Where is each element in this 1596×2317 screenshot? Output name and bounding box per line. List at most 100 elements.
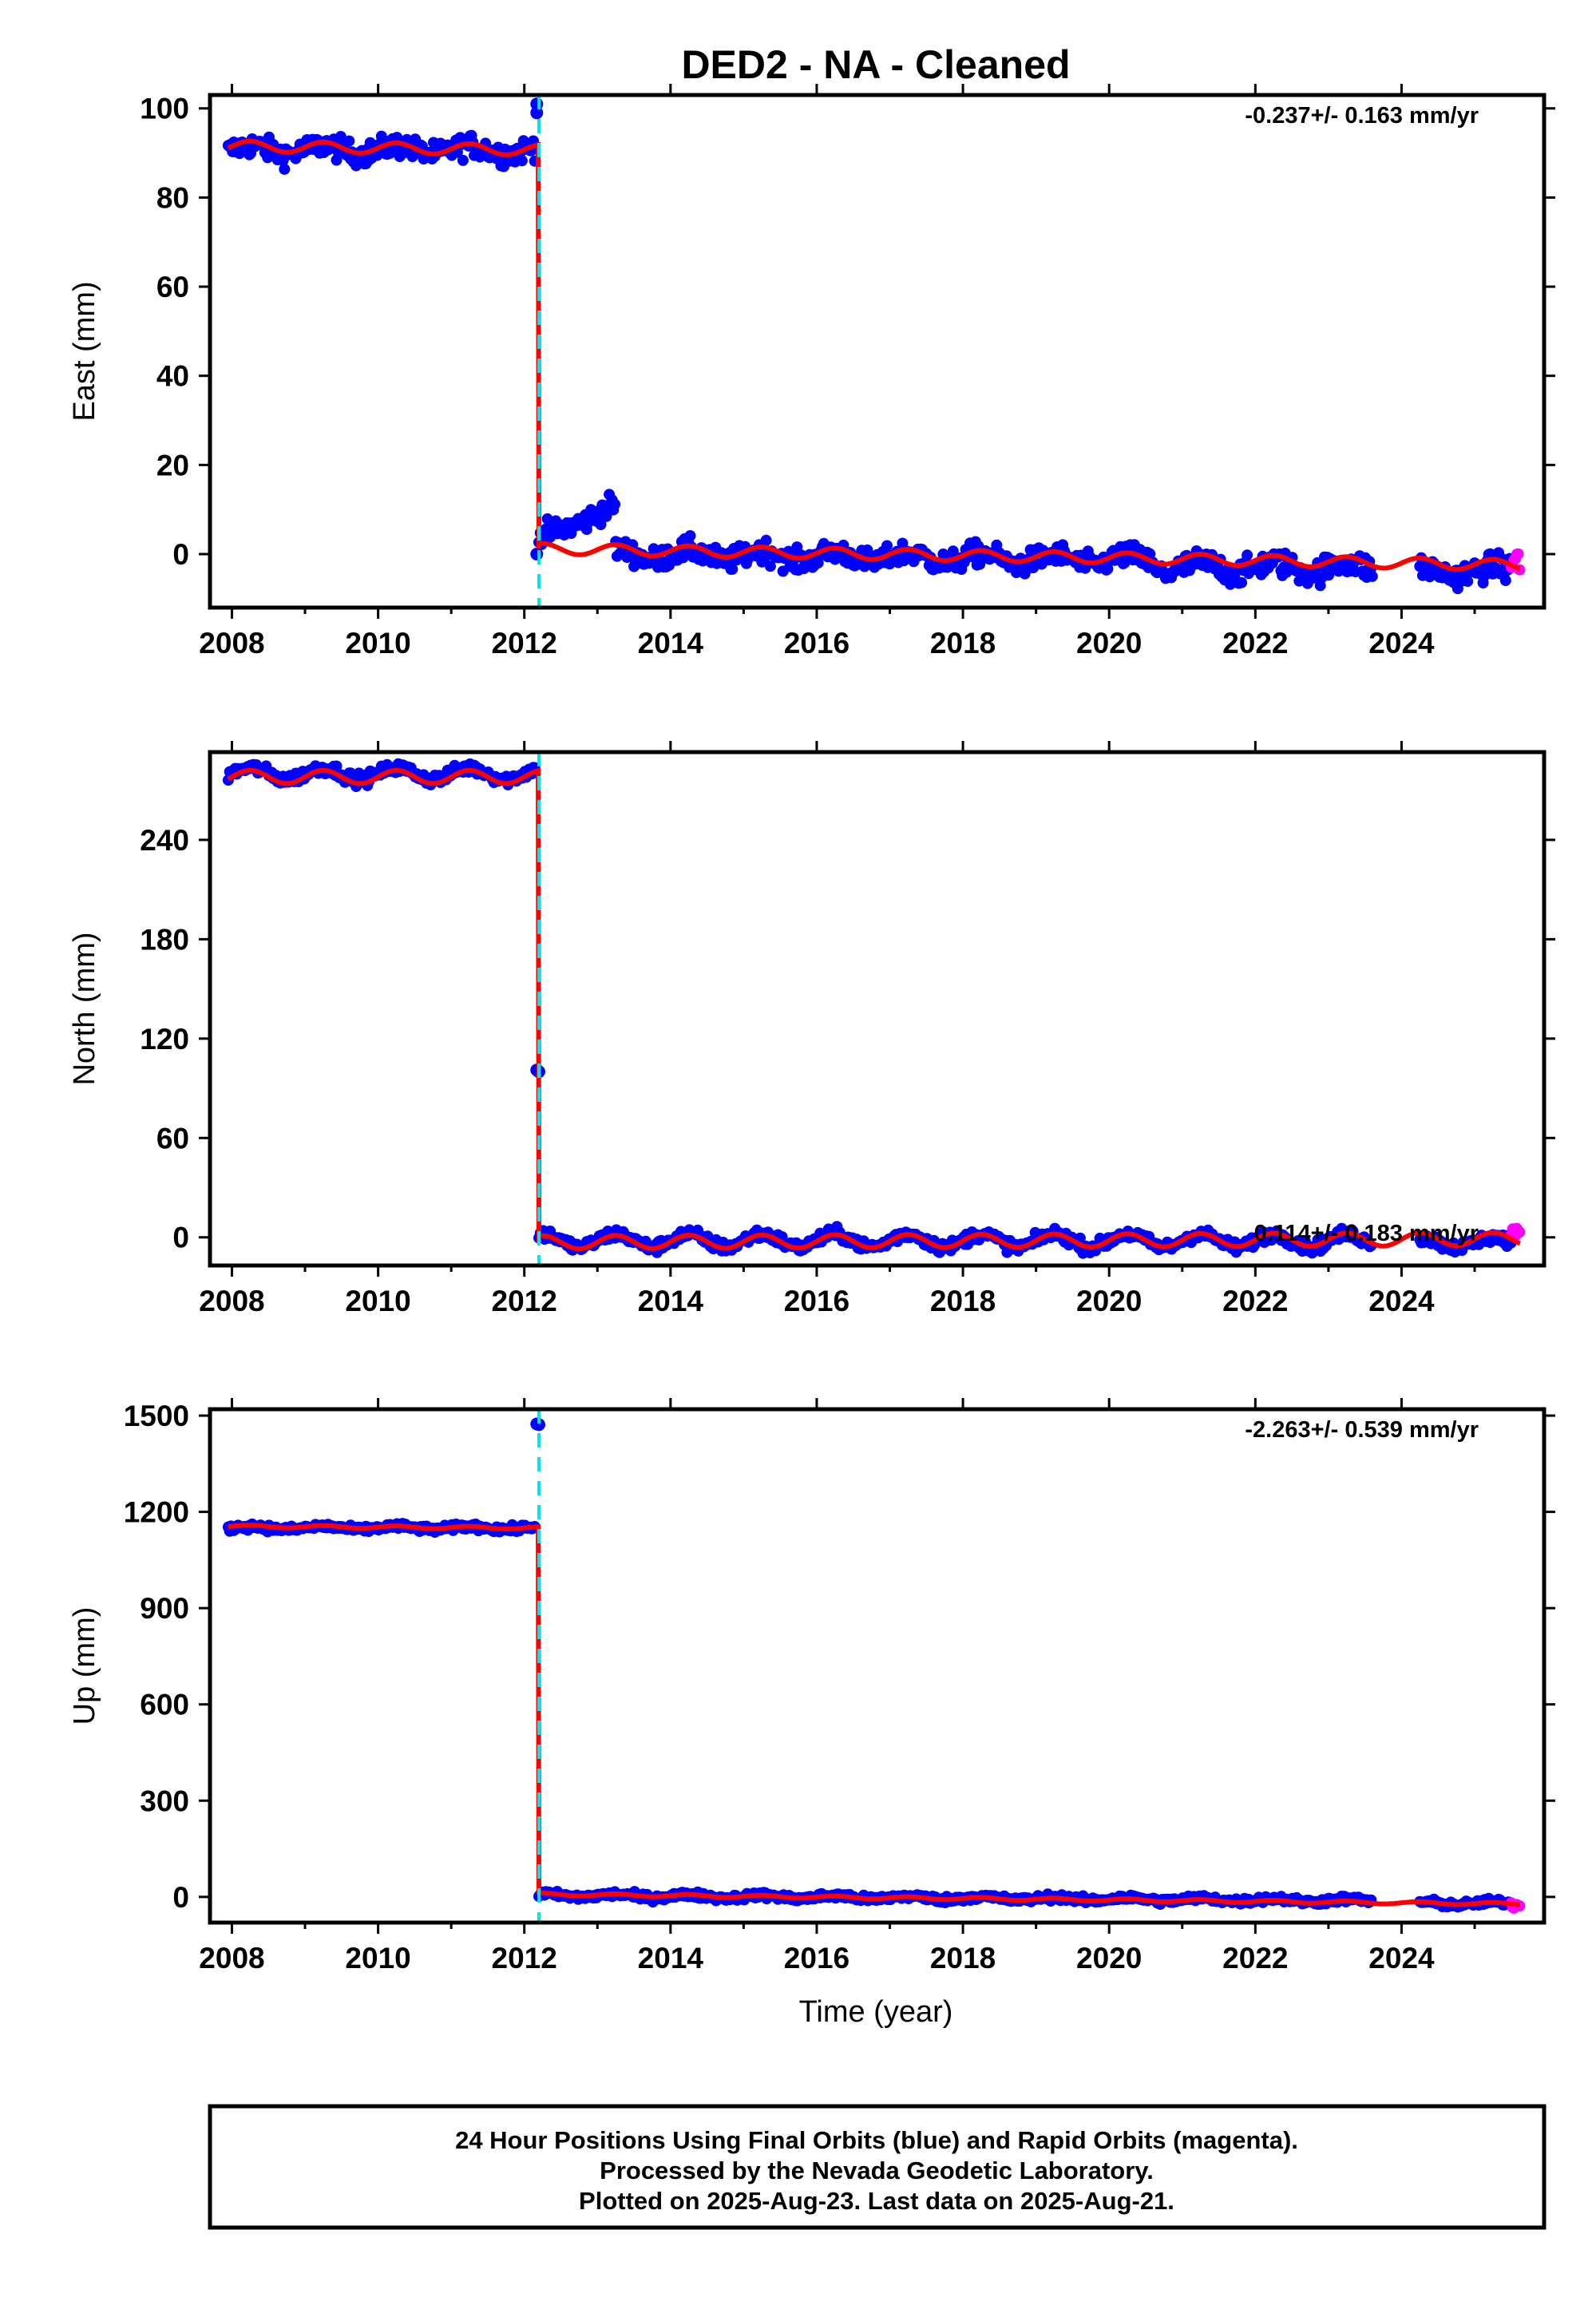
east-data-point [1479,570,1491,582]
east-y-tick-label: 20 [156,449,189,481]
north-x-tick-label: 2018 [930,1285,996,1317]
east-data-point [760,534,772,546]
footer-frame [208,2104,1546,2230]
up-x-tick-label: 2024 [1368,1942,1435,1974]
east-series-3 [1147,545,1378,592]
east-data-point [1512,548,1524,560]
north-y-tick-label: 240 [140,824,189,857]
north-x-tick-label: 2012 [492,1285,557,1317]
north-y-axis-label: North (mm) [68,932,101,1085]
east-data-point [764,560,776,572]
north-x-tick-label: 2016 [784,1285,849,1317]
north-plot-frame [208,750,1546,1268]
figure-title: DED2 - NA - Cleaned [681,42,1070,87]
up-x-tick-label: 2020 [1076,1942,1142,1974]
north-x-tick-label: 2014 [638,1285,704,1317]
north-panel: 2008 2010 2012 2014 2016 2018 2020 2022 2024 0 60 1… [68,741,1555,1317]
east-y-axis-label: East (mm) [68,281,101,421]
east-x-tick-label: 2010 [345,627,410,659]
up-x-tick-label: 2022 [1222,1942,1288,1974]
up-outlier-point [533,1418,545,1432]
east-data-point [974,558,986,570]
east-data-point [335,131,347,142]
north-y-tick-label: 0 [172,1222,189,1254]
east-series-4 [1414,547,1517,595]
east-x-tick-label: 2022 [1222,627,1288,659]
east-data-point [343,135,355,147]
up-rate-label: -2.263+/- 0.539 mm/yr [1245,1417,1479,1443]
east-data-point [1242,549,1253,561]
north-model-line [227,767,1522,1252]
east-data-point [1499,575,1511,586]
east-outlier-point [530,548,544,560]
east-plot-frame [208,93,1546,610]
up-y-tick-label: 300 [140,1784,189,1817]
north-x-tick-label: 2020 [1076,1285,1142,1317]
up-panel: 2008 2010 2012 2014 2016 2018 2020 2022 2024 0 300… [68,1398,1555,1974]
up-model-line [228,1523,1521,1907]
north-data-layer [222,752,1526,1265]
east-model-line [227,138,1521,572]
east-data-point [684,530,696,541]
north-y-tick-label: 180 [140,923,189,956]
east-x-tick-label: 2008 [199,627,264,659]
east-data-point [600,510,612,522]
east-data-point [1366,570,1378,582]
east-data-point [279,163,291,175]
east-data-point [609,498,621,510]
up-x-tick-label: 2018 [930,1942,996,1974]
north-x-tick-label: 2008 [199,1285,264,1317]
east-y-tick-label: 60 [156,271,189,303]
north-data-point [1514,1226,1526,1238]
east-data-point [861,544,873,556]
up-plot-frame [208,1407,1546,1925]
footer-line-2: Processed by the Nevada Geodetic Laborat… [600,2157,1154,2184]
east-data-point [941,561,953,573]
up-x-tick-label: 2016 [784,1942,849,1974]
north-x-tick-label: 2024 [1368,1285,1435,1317]
x-axis-label: Time (year) [799,1995,953,2029]
footer-line-3: Plotted on 2025-Aug-23. Last data on 202… [579,2187,1174,2215]
east-data-point [595,519,607,530]
up-y-tick-label: 1200 [124,1496,189,1529]
east-x-tick-label: 2020 [1076,627,1142,659]
east-series-0 [222,129,541,175]
up-data-layer [222,1409,1526,1923]
east-outlier-point [530,106,544,120]
up-y-tick-label: 600 [140,1689,189,1721]
east-y-tick-label: 80 [156,181,189,214]
north-x-tick-label: 2010 [345,1285,410,1317]
up-x-tick-label: 2012 [492,1942,557,1974]
up-y-tick-label: 1500 [124,1400,189,1432]
north-y-tick-label: 120 [140,1023,189,1056]
east-data-point [1484,548,1496,560]
east-y-tick-label: 100 [140,93,189,125]
north-x-tick-label: 2022 [1222,1285,1288,1317]
east-data-point [516,155,528,167]
east-series-1 [533,489,621,550]
up-x-tick-label: 2008 [199,1942,264,1974]
east-series-2 [610,530,1158,580]
east-y-tick-label: 40 [156,360,189,393]
up-y-tick-label: 0 [172,1881,189,1914]
footer-box: 24 Hour Positions Using Final Orbits (bl… [208,2104,1546,2230]
up-x-tick-label: 2014 [638,1942,704,1974]
east-rate-label: -0.237+/- 0.163 mm/yr [1245,103,1479,129]
east-data-point [1236,576,1248,588]
east-x-tick-label: 2012 [492,627,557,659]
footer-line-1: 24 Hour Positions Using Final Orbits (bl… [455,2126,1298,2154]
north-rate-label: 0.114+/- 0.183 mm/yr [1254,1221,1479,1246]
up-y-tick-label: 900 [140,1592,189,1625]
east-data-point [727,563,739,575]
east-x-tick-label: 2018 [930,627,996,659]
north-y-tick-label: 60 [156,1122,189,1155]
east-y-tick-label: 0 [172,538,189,571]
east-x-tick-label: 2014 [638,627,704,659]
east-x-tick-label: 2016 [784,627,849,659]
east-data-point [331,154,343,166]
east-data-point [457,154,469,166]
east-data-point [812,557,824,568]
north-series-1 [533,1221,1377,1259]
east-data-layer [222,95,1526,608]
